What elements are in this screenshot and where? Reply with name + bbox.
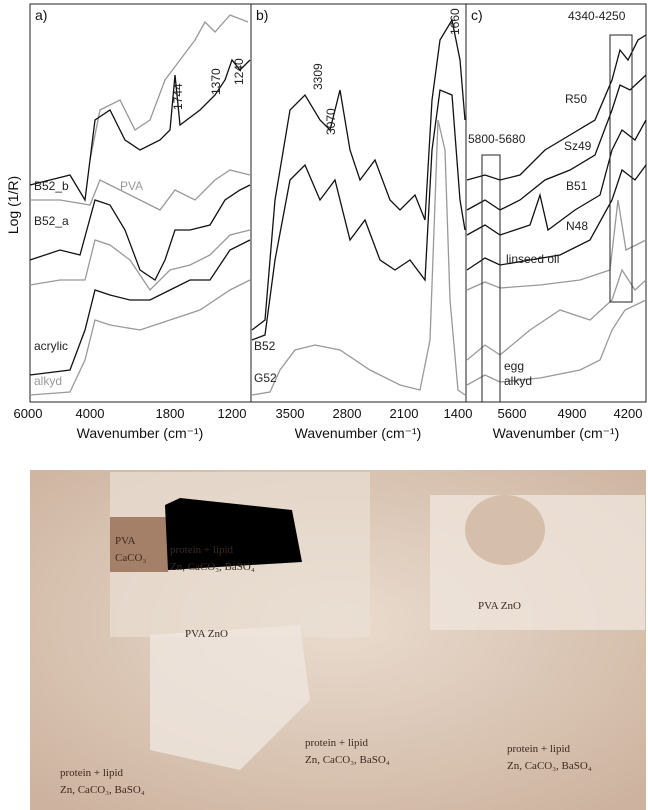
photo-label: protein + lipid <box>305 737 369 749</box>
x-tick-label: 1400 <box>444 406 473 421</box>
plot-frame <box>30 4 646 402</box>
curve-label: PVA <box>120 179 143 193</box>
y-axis-label: Log (1/R) <box>5 176 21 234</box>
x-tick-label: 5600 <box>498 406 527 421</box>
spectrum <box>90 15 248 160</box>
photo-label: PVA ZnO <box>478 600 521 612</box>
curve-label: R50 <box>565 92 587 106</box>
curve-label: egg <box>504 359 524 373</box>
curve-label: B52_a <box>34 214 69 228</box>
curve-label: alkyd <box>504 374 532 388</box>
x-tick-label: 2100 <box>390 406 419 421</box>
spectrum <box>30 185 250 280</box>
curve-label: G52 <box>254 371 277 385</box>
curve-label: Sz49 <box>564 139 592 153</box>
curve-label: alkyd <box>34 374 62 388</box>
x-tick-label: 2800 <box>333 406 362 421</box>
spectrum <box>467 35 646 180</box>
peak-label: 1370 <box>209 68 223 95</box>
region-box <box>482 155 500 402</box>
spectrum <box>30 230 250 290</box>
x-axis-label: Wavenumber (cm⁻¹) <box>77 425 204 441</box>
x-axis-label: Wavenumber (cm⁻¹) <box>493 425 620 441</box>
photo-label: Zn, CaCO₃, BaSO₄ <box>305 754 390 766</box>
photo-label: Zn, CaCO₃, BaSO₄ <box>170 561 255 573</box>
photo-label: PVA <box>115 535 136 547</box>
spectrum <box>30 280 250 395</box>
spectrum <box>252 120 465 395</box>
peak-label: 3309 <box>311 63 325 90</box>
curve-label: N48 <box>566 219 588 233</box>
peak-label: 3070 <box>324 108 338 135</box>
panel-label: c) <box>471 7 483 23</box>
figure: Log (1/R) a) B52_b PVA B52_a acrylic alk… <box>0 0 648 810</box>
spectrum <box>252 90 465 340</box>
peak-label: 1240 <box>232 58 246 85</box>
region-label: 5800-5680 <box>468 132 526 146</box>
x-tick-label: 1800 <box>156 406 185 421</box>
curve-label: B51 <box>566 179 588 193</box>
spectrum <box>252 20 465 330</box>
curve-label: B52_b <box>34 179 69 193</box>
peak-label: 1660 <box>448 8 462 35</box>
x-tick-label: 3500 <box>276 406 305 421</box>
curve-label: acrylic <box>34 339 68 353</box>
panel-label: b) <box>256 7 268 23</box>
region-label: 4340-4250 <box>568 9 626 23</box>
curve-label: linseed oil <box>506 252 559 266</box>
photo-label: protein + lipid <box>170 544 234 556</box>
x-axis-label: Wavenumber (cm⁻¹) <box>295 425 422 441</box>
panel-label: a) <box>35 7 47 23</box>
photo-label: Zn, CaCO₃, BaSO₄ <box>60 784 145 796</box>
photo-label: CaCO₃ <box>115 552 147 564</box>
photo-label: protein + lipid <box>507 743 571 755</box>
x-tick-label: 4000 <box>76 406 105 421</box>
photo-label: protein + lipid <box>60 767 124 779</box>
photo-label: PVA ZnO <box>185 628 228 640</box>
curve-label: B52 <box>254 339 276 353</box>
spectrum <box>30 240 250 375</box>
peak-label: 1744 <box>171 83 185 110</box>
x-tick-label: 4200 <box>614 406 643 421</box>
photo-label: Zn, CaCO₃, BaSO₄ <box>507 760 592 772</box>
patch <box>465 495 545 565</box>
x-tick-label: 6000 <box>14 406 43 421</box>
x-tick-label: 4900 <box>558 406 587 421</box>
x-tick-label: 1200 <box>218 406 247 421</box>
